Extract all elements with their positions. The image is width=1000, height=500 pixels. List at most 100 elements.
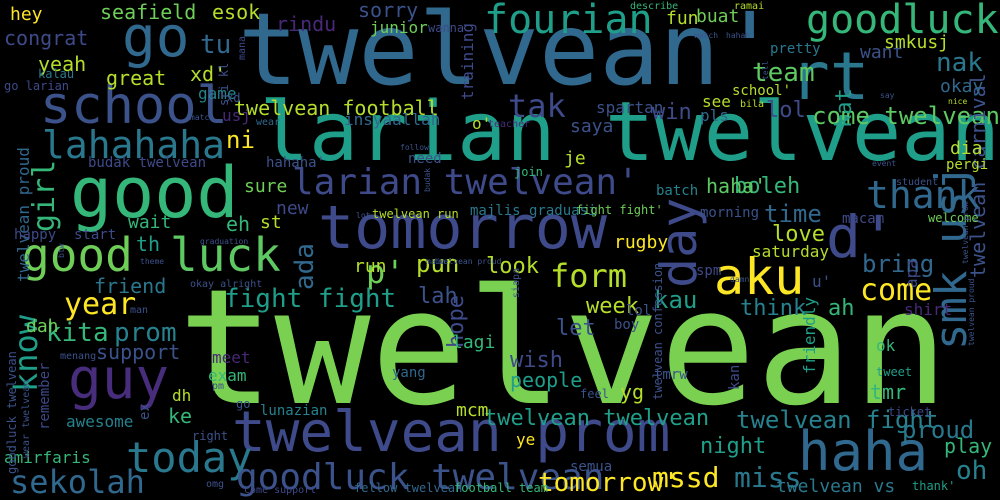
cloud-word: menang (60, 351, 97, 362)
cloud-word: game (198, 84, 237, 103)
cloud-word: school' (732, 83, 792, 99)
cloud-word: wear (256, 117, 281, 128)
cloud-word: amirfaris (4, 448, 91, 467)
cloud-word: dia (950, 138, 983, 159)
cloud-word: twelvean proud (434, 257, 502, 266)
cloud-word: hahaha' (266, 155, 326, 171)
cloud-word: training (458, 22, 477, 100)
cloud-word: kita (46, 318, 109, 348)
cloud-word: boleh (734, 174, 801, 199)
cloud-word: join (514, 165, 543, 179)
cloud-word: nak (936, 48, 983, 78)
cloud-word: ada (290, 243, 320, 290)
cloud-word: ticket (888, 405, 932, 419)
cloud-word: damn (730, 275, 750, 284)
cloud-word: event (872, 159, 897, 168)
cloud-word: need (408, 151, 442, 167)
cloud-word: ex (137, 403, 153, 420)
cloud-word: school (40, 76, 228, 136)
cloud-word: morning (700, 205, 760, 221)
cloud-word: lahahaha (42, 123, 226, 167)
cloud-word: haha (798, 420, 929, 483)
cloud-word: pergi (946, 157, 989, 173)
cloud-word: theme (140, 257, 165, 266)
cloud-word: fellow twelvean (354, 481, 463, 495)
cloud-word: lot (356, 211, 371, 220)
cloud-word: kat (832, 88, 857, 128)
cloud-word: je (564, 148, 586, 169)
cloud-word: teacher (488, 119, 531, 130)
cloud-word: kau (654, 286, 698, 314)
cloud-word: good (70, 152, 239, 234)
cloud-word: football team (454, 481, 548, 495)
cloud-word: insyaallah (344, 110, 441, 129)
cloud-word: p' (366, 253, 405, 291)
cloud-word: follow (400, 143, 429, 152)
cloud-word: ye (516, 430, 536, 449)
cloud-word: tmr (870, 380, 907, 404)
cloud-word: think (740, 296, 807, 321)
cloud-word: rugby (614, 232, 669, 253)
cloud-word: proud (902, 416, 975, 444)
cloud-word: play (944, 434, 993, 458)
cloud-word: fourian (484, 0, 653, 43)
cloud-word: twelvean football (234, 96, 439, 120)
cloud-word: buat (696, 6, 740, 27)
cloud-word: man (130, 305, 149, 316)
cloud-word: tak (508, 87, 566, 125)
cloud-word: th (136, 232, 161, 256)
cloud-word: omg (206, 479, 225, 490)
cloud-word: say (880, 91, 895, 100)
cloud-word: goodluck twelvean (5, 351, 19, 474)
cloud-word: larian twelvean (259, 85, 1000, 180)
cloud-word: good (22, 228, 133, 282)
cloud-word: tomorrow (318, 193, 607, 263)
cloud-word: love (772, 222, 825, 247)
cloud-word: feel (580, 387, 609, 401)
cloud-word: shirt (904, 300, 953, 319)
cloud-word: tu (200, 30, 232, 60)
cloud-word: lol (766, 98, 806, 123)
cloud-word: let (556, 316, 596, 341)
cloud-word: rindu (276, 12, 337, 36)
cloud-word: dah (26, 316, 59, 337)
cloud-word: mcm (456, 400, 489, 421)
cloud-word: btw (57, 243, 66, 258)
cloud-word: luck (170, 228, 281, 282)
cloud-word: semua (570, 459, 613, 475)
cloud-word: twelvean fight (736, 406, 939, 434)
cloud-word: boy (614, 317, 640, 333)
cloud-word: nice (948, 97, 968, 106)
cloud-word: sure (244, 176, 288, 197)
cloud-word: start (74, 227, 117, 243)
cloud-word: dh (172, 386, 192, 405)
cloud-word: wanna (428, 21, 465, 35)
cloud-word: form (550, 257, 628, 295)
cloud-word: graduation (200, 237, 249, 246)
cloud-word: wait (128, 212, 172, 233)
cloud-word: lol' (626, 303, 660, 319)
cloud-word: congrat (4, 26, 89, 50)
cloud-word: ok (876, 336, 896, 355)
cloud-word: watch (694, 31, 719, 40)
cloud-word: lagi (452, 332, 496, 353)
cloud-word: yg (620, 380, 645, 404)
cloud-word: thank (866, 173, 981, 217)
cloud-word: week (586, 294, 639, 319)
cloud-word: lah (418, 284, 458, 309)
cloud-word: guy (68, 347, 170, 412)
cloud-word: run (354, 256, 387, 277)
cloud-word: wear twelvean (21, 379, 32, 458)
cloud-word: night (700, 434, 767, 459)
cloud-word: goodluck twelvean (236, 457, 605, 498)
cloud-word: come (860, 273, 933, 308)
cloud-word: miss (734, 461, 802, 494)
cloud-word: pls (700, 106, 729, 125)
cloud-word: xd' (190, 62, 227, 86)
cloud-word: happy (14, 227, 57, 243)
cloud-word: yang (392, 365, 426, 381)
cloud-word: lunazian (260, 403, 328, 419)
cloud-word: come twelvean (812, 102, 1000, 130)
cloud-word: rt (790, 38, 870, 115)
cloud-word: ni (226, 126, 255, 154)
